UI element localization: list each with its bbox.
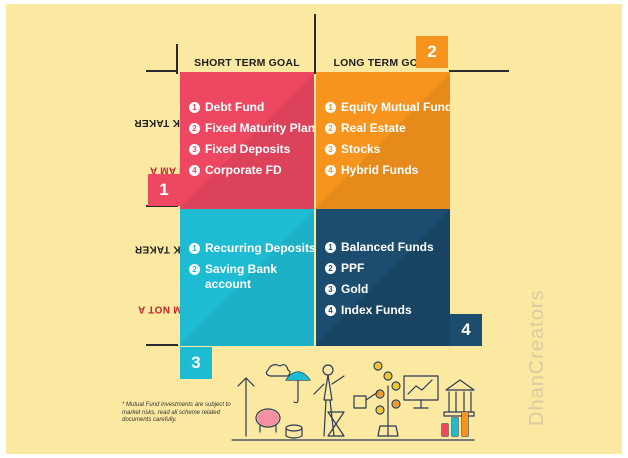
- list-item: 2 PPF: [325, 261, 450, 276]
- column-header-long-term: LONG TERM GOAL: [333, 57, 433, 69]
- quadrant-3: 1 Recurring Deposits 2 Saving Bank account: [180, 209, 314, 346]
- list-item: 1 Recurring Deposits: [189, 241, 314, 256]
- disclaimer-footnote: * Mutual Fund investments are subject to…: [122, 402, 231, 423]
- frame-mid-top-line: [314, 14, 316, 74]
- infographic-canvas: SHORT TERM GOAL LONG TERM GOAL I AM A RI…: [6, 4, 622, 454]
- quadrant-1-badge: 1: [148, 174, 180, 206]
- list-item: 3 Fixed Deposits: [189, 142, 314, 157]
- quadrant-1: 1 Debt Fund 2 Fixed Maturity Plans 3 Fixed …: [180, 72, 314, 209]
- column-header-short-term: SHORT TERM GOAL: [194, 57, 300, 69]
- frame-top-line: [176, 44, 178, 74]
- list-item: 2 Saving Bank account: [189, 262, 304, 292]
- list-item: 4 Hybrid Funds: [325, 163, 450, 178]
- quadrant-1-list: 1 Debt Fund 2 Fixed Maturity Plans 3 Fixed …: [180, 72, 314, 178]
- quadrant-4-list: 1 Balanced Funds 2 PPF 3 Gold 4 Index Funds: [316, 209, 450, 318]
- list-item: 4 Corporate FD: [189, 163, 314, 178]
- list-item: 1 Debt Fund: [189, 100, 314, 115]
- quadrant-2: 1 Equity Mutual Funds 2 Real Estate 3 Stock…: [316, 72, 450, 209]
- quadrant-4-badge: 4: [450, 314, 482, 346]
- quadrant-2-list: 1 Equity Mutual Funds 2 Real Estate 3 Stock…: [316, 72, 450, 178]
- list-item: 1 Balanced Funds: [325, 240, 450, 255]
- quadrant-3-badge: 3: [180, 347, 212, 379]
- list-item: 3 Stocks: [325, 142, 450, 157]
- brand-watermark: DhanCreators: [526, 289, 548, 426]
- frame-left-mid-line: [146, 205, 178, 207]
- list-item: 2 Real Estate: [325, 121, 450, 136]
- quadrant-4: 1 Balanced Funds 2 PPF 3 Gold 4 Index Funds: [316, 209, 450, 346]
- list-item: 3 Gold: [325, 282, 450, 297]
- frame-left-line-top: [146, 70, 178, 72]
- finance-illustration: [231, 361, 475, 441]
- frame-left-bottom-line: [146, 344, 178, 346]
- quadrant-3-list: 1 Recurring Deposits 2 Saving Bank account: [180, 209, 314, 292]
- row-header-not-risk-taker: I AM NOT A RISK TAKER: [134, 209, 197, 346]
- frame-right-line: [449, 70, 509, 72]
- list-item: 1 Equity Mutual Funds: [325, 100, 450, 115]
- list-item: 2 Fixed Maturity Plans: [189, 121, 314, 136]
- quadrant-2-badge: 2: [416, 36, 448, 68]
- list-item: 4 Index Funds: [325, 303, 450, 318]
